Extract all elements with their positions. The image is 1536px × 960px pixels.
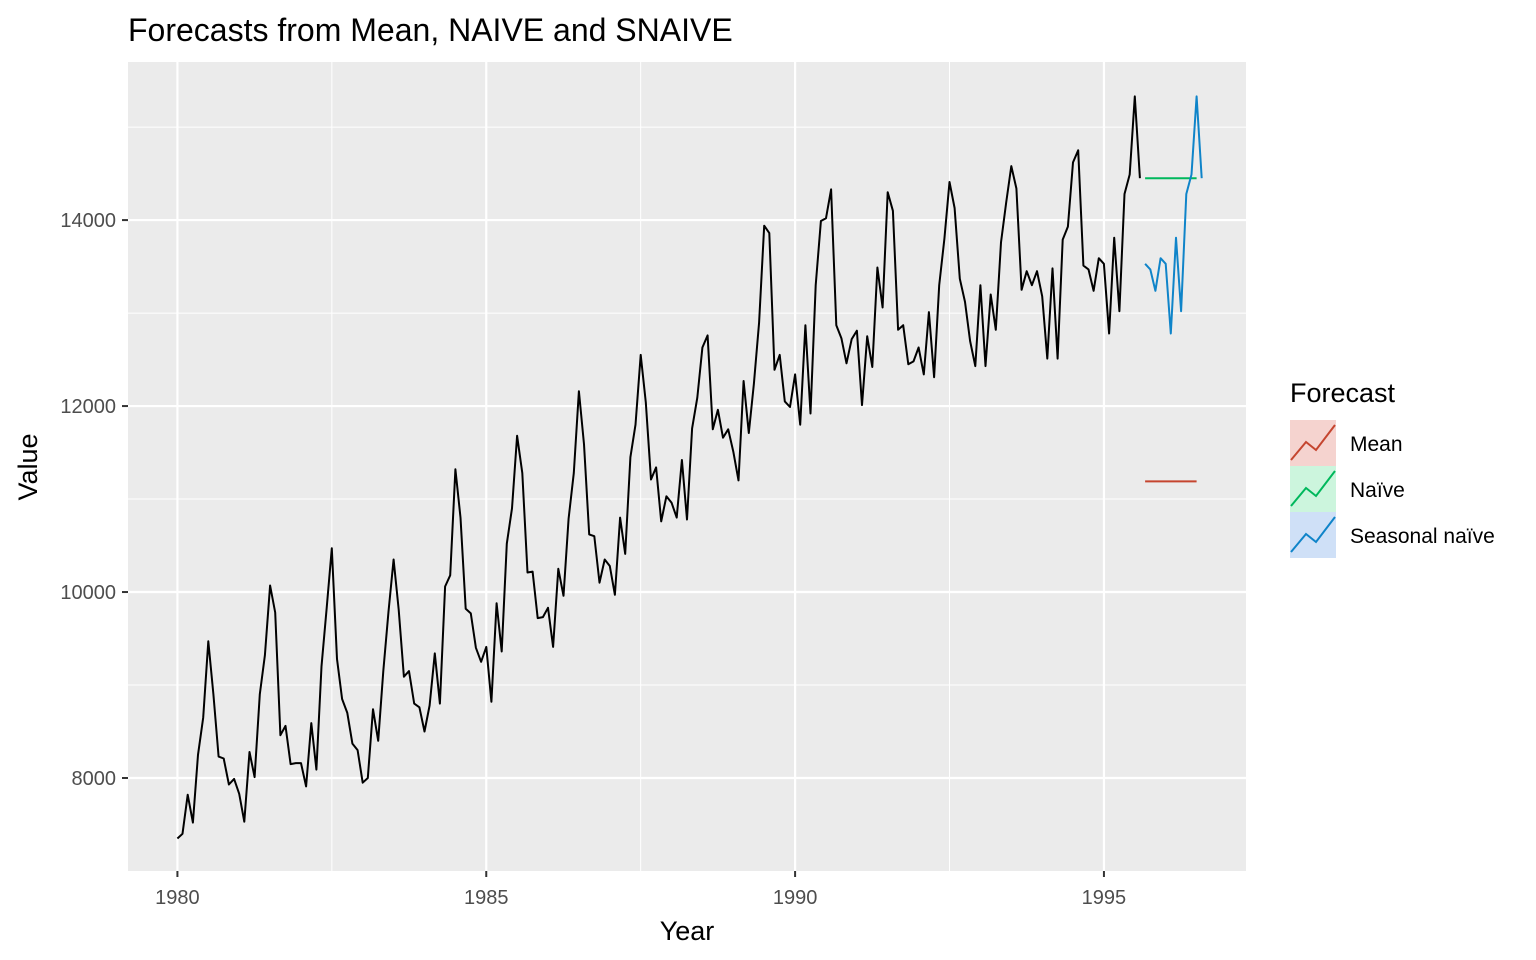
x-tick-label: 1985: [464, 887, 509, 909]
legend: Forecast Mean Naïve Seasonal naïve: [1290, 378, 1495, 558]
legend-swatch-na-ve: [1290, 466, 1336, 512]
y-axis-title: Value: [13, 433, 43, 500]
legend-key-line-mean: [1290, 424, 1336, 461]
x-tick-label: 1995: [1082, 887, 1127, 909]
legend-key-line-seasonal-na-ve: [1290, 516, 1336, 553]
plot-panel: [128, 62, 1246, 871]
y-tick-label: 8000: [72, 768, 117, 790]
grid-major: [128, 62, 1246, 871]
legend-label-mean: Mean: [1350, 433, 1403, 456]
grid-minor: [128, 62, 1246, 871]
x-axis-title: Year: [660, 916, 715, 946]
y-tick-label: 12000: [60, 396, 116, 418]
legend-label-na-ve: Naïve: [1350, 479, 1405, 502]
y-tick-label: 14000: [60, 210, 116, 232]
legend-swatch-mean: [1290, 420, 1336, 466]
series-line-actual: [176, 95, 1141, 840]
legend-label-seasonal-na-ve: Seasonal naïve: [1350, 525, 1495, 548]
y-axis: 8000 10000 12000 14000: [60, 210, 128, 790]
x-tick-label: 1980: [155, 887, 200, 909]
legend-swatch-seasonal-na-ve: [1290, 512, 1336, 558]
x-axis: 1980 1985 1990 1995: [155, 871, 1126, 909]
series-line-seasonal-na-ve: [1144, 95, 1203, 335]
legend-title: Forecast: [1290, 378, 1396, 408]
legend-key-line-na-ve: [1290, 470, 1336, 507]
x-tick-label: 1990: [773, 887, 818, 909]
chart-title: Forecasts from Mean, NAIVE and SNAIVE: [128, 12, 733, 48]
series-layer: [176, 95, 1203, 840]
y-tick-label: 10000: [60, 582, 116, 604]
